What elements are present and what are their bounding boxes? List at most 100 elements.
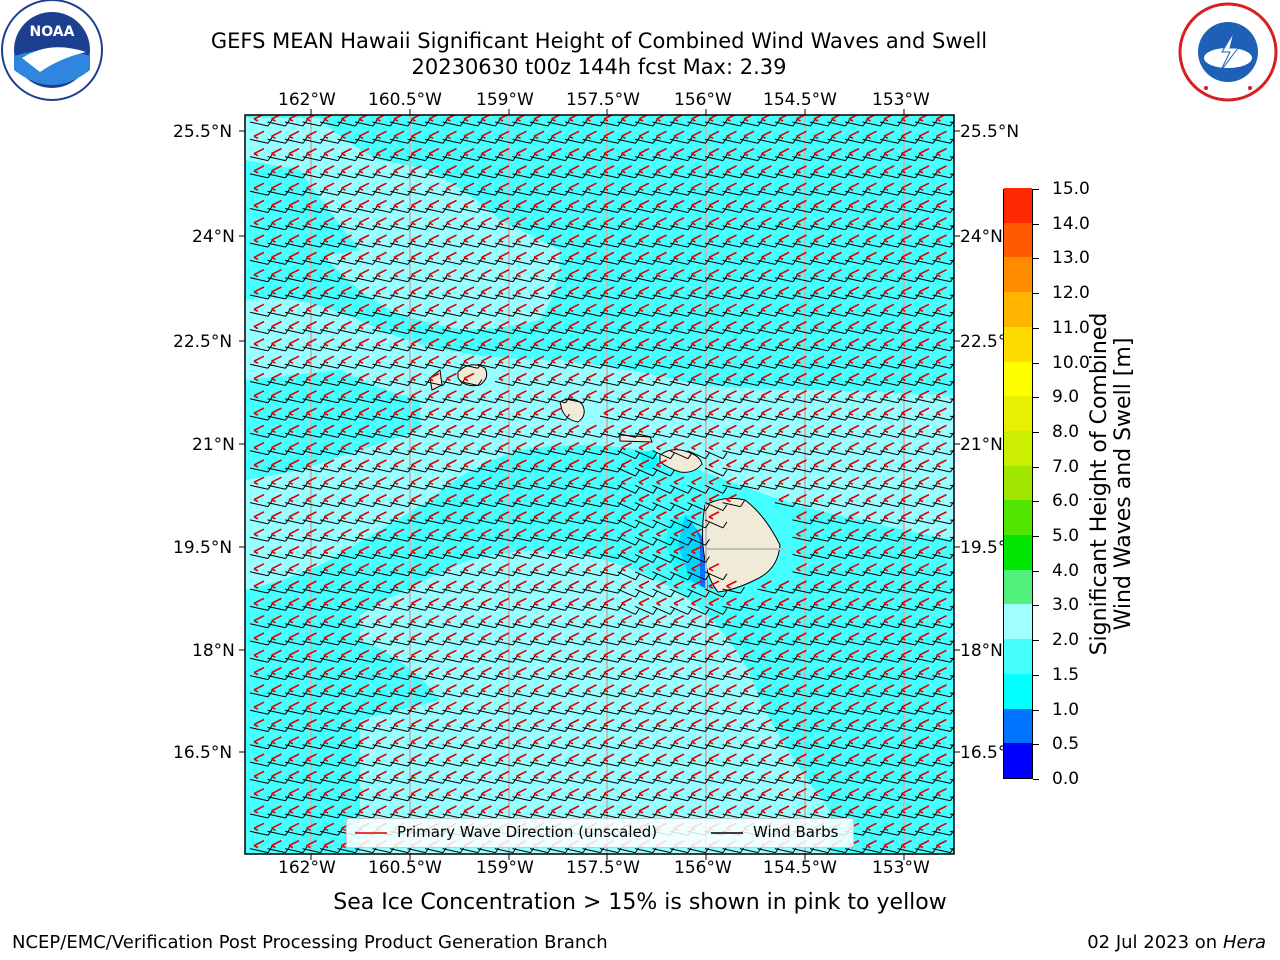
wave-direction-arrow (551, 165, 562, 174)
wave-direction-arrow (603, 718, 615, 728)
wave-direction-arrow (743, 147, 755, 157)
wave-direction-arrow (883, 787, 895, 797)
wave-direction-arrow (516, 649, 527, 659)
wave-direction-arrow (901, 407, 912, 416)
wave-direction-arrow (848, 787, 860, 797)
wave-direction-arrow (708, 338, 720, 347)
wave-direction-arrow (586, 476, 597, 486)
wave-direction-arrow (568, 441, 580, 451)
wave-direction-arrow (918, 718, 930, 728)
wave-direction-arrow (953, 204, 954, 207)
wave-direction-arrow (778, 286, 790, 295)
wind-barb (669, 502, 693, 512)
wave-direction-arrow (586, 217, 597, 226)
wave-direction-arrow (446, 459, 457, 468)
wave-direction-arrow (428, 753, 440, 762)
wave-direction-arrow (288, 320, 300, 330)
wave-direction-arrow (603, 115, 614, 122)
wave-direction-arrow (953, 325, 954, 328)
wave-direction-arrow (708, 286, 720, 295)
wave-direction-arrow (533, 753, 545, 762)
wave-direction-arrow (498, 528, 510, 537)
wave-direction-arrow (778, 476, 790, 486)
wave-direction-arrow (883, 268, 895, 278)
wave-direction-arrow (586, 115, 597, 122)
wave-direction-arrow (848, 268, 860, 278)
wind-barbs (249, 119, 954, 854)
wave-direction-arrow (306, 390, 317, 399)
wave-direction-arrow (463, 580, 475, 589)
wave-direction-arrow (691, 770, 702, 780)
wave-direction-arrow (883, 182, 895, 191)
island-oahu (559, 398, 585, 423)
wave-direction-arrow (621, 701, 632, 710)
wave-direction-arrow (306, 199, 317, 209)
wave-direction-arrow (288, 459, 300, 468)
wave-direction-arrow (936, 511, 947, 520)
wave-direction-arrow (866, 770, 877, 780)
wave-direction-arrow (603, 493, 615, 503)
wave-direction-arrow (393, 338, 405, 347)
wave-direction-arrow (253, 355, 265, 364)
wave-direction-arrow (656, 147, 667, 157)
wave-direction-arrow (918, 130, 930, 140)
wave-direction-arrow (498, 459, 510, 468)
wave-direction-arrow (516, 753, 527, 762)
wave-direction-arrow (271, 199, 282, 209)
wave-direction-arrow (673, 787, 685, 797)
wave-direction-arrow (428, 701, 440, 710)
wave-direction-arrow (726, 130, 737, 140)
wave-direction-arrow (796, 303, 807, 313)
wind-barb (949, 484, 954, 487)
wave-direction-arrow (936, 459, 947, 468)
wave-direction-arrow (288, 822, 300, 832)
wave-direction-arrow (376, 580, 387, 589)
wave-direction-arrow (638, 234, 650, 243)
wave-direction-arrow (866, 597, 877, 607)
wave-direction-arrow (376, 268, 387, 278)
colorbar-segment (1004, 395, 1032, 431)
wave-direction-arrow (813, 563, 825, 572)
wave-direction-arrow (953, 827, 954, 830)
wave-direction-arrow (656, 115, 667, 122)
wave-direction-arrow (953, 689, 954, 691)
wave-direction-arrow (306, 407, 317, 416)
wave-direction-arrow (691, 165, 702, 174)
wave-direction-arrow (673, 770, 685, 780)
wave-direction-arrow (586, 701, 597, 710)
wave-direction-arrow (586, 199, 597, 209)
wave-direction-arrow (848, 251, 860, 261)
wave-direction-arrow (446, 303, 457, 313)
wind-barb (949, 692, 954, 695)
wave-direction-arrow (638, 338, 650, 347)
wave-direction-arrow (568, 286, 580, 295)
wave-direction-arrow (831, 355, 842, 364)
wave-direction-arrow (498, 234, 510, 243)
wave-direction-arrow (341, 753, 352, 762)
wave-direction-arrow (323, 736, 335, 745)
wave-direction-arrow (481, 424, 492, 434)
wave-direction-arrow (376, 130, 387, 140)
wave-direction-arrow (883, 165, 895, 174)
wave-direction-arrow (428, 115, 439, 122)
wave-direction-arrow (778, 684, 790, 693)
wave-direction-arrow (621, 372, 632, 382)
wave-direction-arrow (656, 666, 667, 676)
wave-direction-arrow (323, 528, 335, 537)
wave-direction-arrow (463, 355, 475, 364)
wave-direction-arrow (778, 753, 790, 762)
wave-direction-arrow (463, 770, 475, 780)
wave-direction-arrow (813, 441, 825, 451)
wave-direction-arrow (253, 753, 265, 762)
wind-barb (687, 536, 710, 546)
wave-direction-arrow (393, 614, 405, 624)
wave-direction-arrow (341, 580, 352, 589)
lon-label: 160.5°W (368, 90, 442, 110)
wave-direction-arrow (271, 822, 282, 832)
wave-direction-arrow (323, 441, 335, 451)
wave-direction-arrow (691, 286, 702, 295)
wave-direction-arrow (638, 701, 650, 710)
wave-direction-arrow (253, 511, 265, 520)
wave-direction-arrow (761, 390, 772, 399)
wave-direction-arrow (621, 338, 632, 347)
